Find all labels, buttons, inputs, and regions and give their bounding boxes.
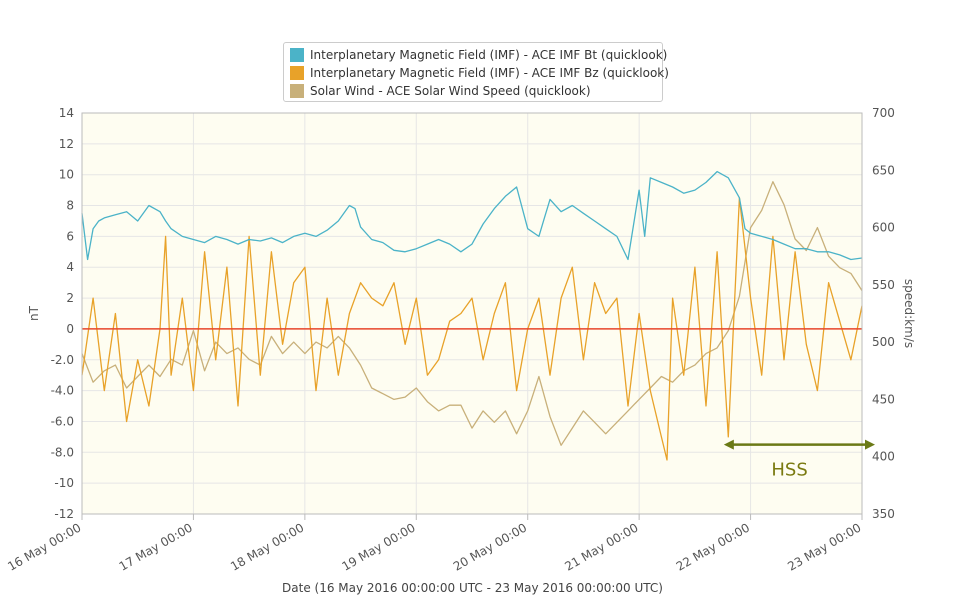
x-tick-label: 21 May 00:00	[562, 520, 640, 573]
y-right-tick-label: 400	[872, 450, 895, 464]
y-axis-right-title: speed:km/s	[902, 279, 916, 348]
y-left-tick-label: 8	[66, 199, 74, 213]
x-tick-label: 22 May 00:00	[674, 520, 752, 573]
y-right-tick-label: 450	[872, 392, 895, 406]
x-tick-label: 16 May 00:00	[5, 520, 83, 573]
legend-label-bt: Interplanetary Magnetic Field (IMF) - AC…	[310, 48, 668, 62]
x-tick-label: 17 May 00:00	[117, 520, 195, 573]
y-right-tick-label: 550	[872, 278, 895, 292]
y-left-tick-label: -8.0	[51, 445, 74, 459]
legend-item-bz[interactable]: Interplanetary Magnetic Field (IMF) - AC…	[290, 64, 669, 82]
legend-label-bz: Interplanetary Magnetic Field (IMF) - AC…	[310, 66, 669, 80]
x-tick-label: 23 May 00:00	[785, 520, 863, 573]
series-layer	[81, 170, 863, 461]
y-right-tick-label: 600	[872, 221, 895, 235]
legend-item-bt[interactable]: Interplanetary Magnetic Field (IMF) - AC…	[290, 46, 667, 64]
legend-label-speed: Solar Wind - ACE Solar Wind Speed (quick…	[310, 84, 591, 98]
hss-annotation: HSS	[723, 439, 875, 480]
series-line-bt	[81, 170, 863, 261]
y-left-tick-label: 0	[66, 322, 74, 336]
legend-swatch-bz	[290, 66, 304, 80]
y-left-tick-label: -10	[54, 476, 74, 490]
y-left-tick-label: -2.0	[51, 353, 74, 367]
y-left-tick-label: 4	[66, 260, 74, 274]
y-right-tick-label: 350	[872, 507, 895, 521]
y-axis-left-title: nT	[27, 305, 41, 321]
series-line-speed	[81, 181, 863, 446]
hss-arrowhead-right	[865, 439, 875, 450]
legend: Interplanetary Magnetic Field (IMF) - AC…	[283, 42, 669, 102]
hss-label: HSS	[771, 459, 807, 480]
legend-swatch-bt	[290, 48, 304, 62]
x-tick-label: 19 May 00:00	[340, 520, 418, 573]
y-left-tick-label: -12	[54, 507, 74, 521]
y-left-tick-label: 14	[59, 106, 74, 120]
y-right-tick-label: 500	[872, 335, 895, 349]
y-left-tick-label: 6	[66, 229, 74, 243]
plot-border	[81, 112, 863, 515]
x-tick-label: 18 May 00:00	[228, 520, 306, 573]
legend-item-speed[interactable]: Solar Wind - ACE Solar Wind Speed (quick…	[290, 82, 591, 100]
hss-arrowhead-left	[723, 439, 734, 450]
x-tick-label: 20 May 00:00	[451, 520, 529, 573]
x-axis-title: Date (16 May 2016 00:00:00 UTC - 23 May …	[282, 581, 663, 595]
y-right-tick-label: 700	[872, 106, 895, 120]
y-left-tick-label: 2	[66, 291, 74, 305]
y-right-tick-label: 650	[872, 163, 895, 177]
series-line-bz	[81, 197, 863, 461]
y-left-tick-label: 10	[59, 168, 74, 182]
y-left-tick-label: -6.0	[51, 414, 74, 428]
y-left-tick-label: -4.0	[51, 384, 74, 398]
y-left-tick-label: 12	[59, 137, 74, 151]
legend-swatch-speed	[290, 84, 304, 98]
